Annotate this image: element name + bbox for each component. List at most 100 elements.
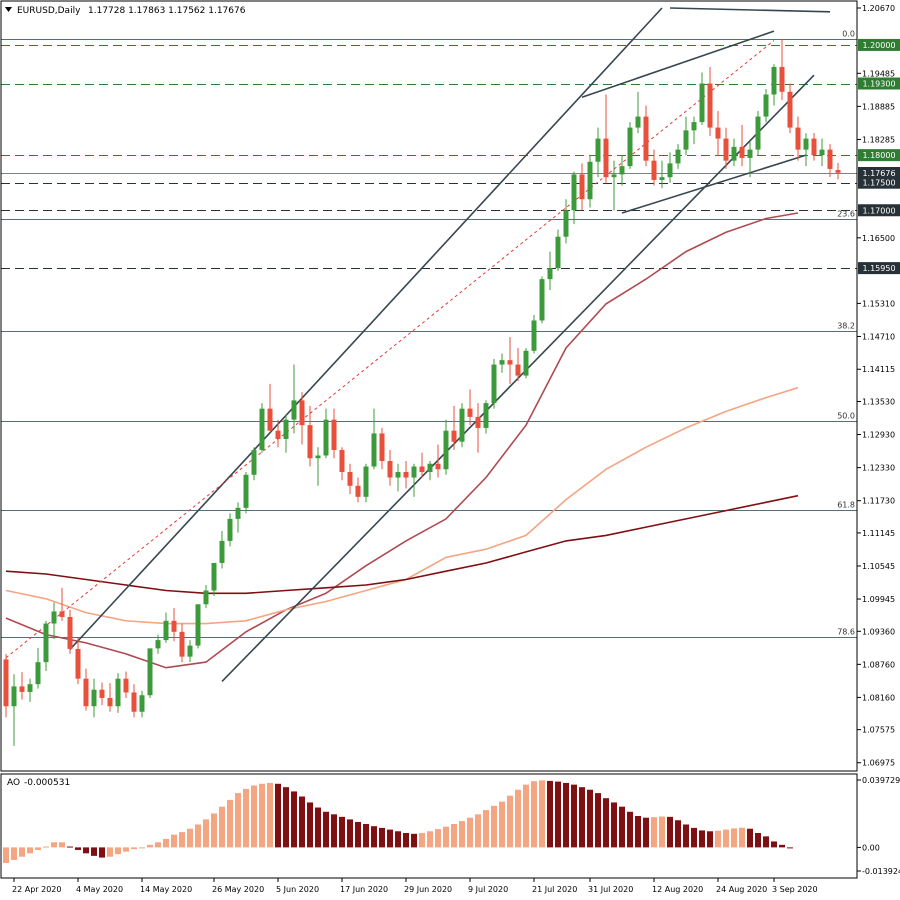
- candle: [11, 674, 17, 746]
- ao-bar: [603, 798, 609, 848]
- candle: [691, 116, 697, 145]
- candle-body: [283, 419, 289, 439]
- candle: [179, 623, 185, 663]
- trend-line[interactable]: [621, 154, 807, 214]
- ao-bar: [715, 830, 721, 848]
- candle: [531, 314, 537, 354]
- ao-bar: [555, 781, 561, 848]
- candle-body: [627, 127, 633, 167]
- candle: [491, 359, 497, 409]
- ao-bar: [579, 787, 585, 848]
- candle: [99, 682, 105, 706]
- ao-bar: [435, 829, 441, 848]
- candle: [243, 472, 249, 514]
- price-tick-label: 1.13530: [862, 397, 895, 406]
- candle: [563, 199, 569, 244]
- candle-body: [539, 279, 545, 321]
- date-label: 31 Jul 2020: [588, 885, 633, 894]
- candle: [267, 383, 273, 431]
- candle-body: [123, 678, 129, 693]
- candle-body: [531, 320, 537, 351]
- candle: [827, 144, 833, 178]
- ao-bar: [187, 828, 193, 848]
- candle-body: [715, 127, 721, 139]
- ao-bar: [75, 847, 81, 850]
- candle-body: [27, 684, 33, 692]
- price-tick-label: 1.11730: [862, 497, 895, 506]
- candle: [579, 163, 585, 211]
- ao-bar: [499, 801, 505, 848]
- price-level-label: 1.20000: [862, 41, 895, 50]
- candle: [323, 408, 329, 459]
- ao-bar: [651, 817, 657, 848]
- price-level-label: 1.17500: [862, 179, 895, 188]
- trend-line[interactable]: [669, 7, 831, 13]
- candle-body: [99, 689, 105, 698]
- candle-body: [187, 645, 193, 657]
- ao-bar: [67, 846, 73, 848]
- candle: [171, 608, 177, 642]
- menu-triangle-icon[interactable]: [5, 7, 12, 12]
- trendlines-layer: [5, 7, 831, 682]
- price-tick-label: 1.18285: [862, 135, 895, 144]
- fib-label: 0.0: [842, 30, 855, 39]
- candle-body: [683, 130, 689, 150]
- ao-bar: [691, 827, 697, 848]
- ao-bar: [771, 841, 777, 848]
- date-label: 24 Aug 2020: [716, 885, 767, 894]
- candle-body: [43, 623, 49, 663]
- candle: [251, 447, 257, 481]
- candle: [635, 91, 641, 134]
- candle-body: [147, 648, 153, 696]
- candle-body: [339, 449, 345, 473]
- candle-body: [523, 350, 529, 376]
- candle-body: [275, 430, 281, 439]
- candle-body: [451, 430, 457, 442]
- price-level-box: [858, 176, 900, 189]
- ao-bar: [539, 780, 545, 848]
- candle: [771, 64, 777, 106]
- candle: [59, 587, 65, 621]
- ao-bar: [739, 827, 745, 848]
- ao-label: AO: [7, 778, 20, 788]
- trend-line[interactable]: [581, 30, 775, 99]
- candles-layer: [3, 38, 841, 746]
- ao-bar: [587, 789, 593, 848]
- ao-bar: [219, 806, 225, 848]
- candle-body: [107, 697, 113, 707]
- candle-body: [299, 400, 305, 426]
- ao-bar: [267, 782, 273, 848]
- ao-bar: [259, 783, 265, 848]
- candle-body: [251, 449, 257, 475]
- candle: [803, 133, 809, 167]
- fib-base-line[interactable]: [5, 40, 775, 659]
- candle-body: [635, 116, 641, 128]
- candle: [779, 38, 785, 101]
- candle-body: [419, 466, 425, 473]
- price-level-box: [858, 149, 900, 162]
- candle-body: [51, 611, 57, 624]
- price-tick-label: 1.15310: [862, 299, 895, 308]
- ao-bar: [291, 791, 297, 848]
- candle: [499, 353, 505, 373]
- candle-body: [491, 364, 497, 404]
- ao-bar: [443, 826, 449, 848]
- ao-bar: [779, 844, 785, 848]
- candle: [475, 403, 481, 453]
- ao-bar: [131, 847, 137, 850]
- price-tick-label: 1.20670: [862, 4, 895, 13]
- moving-average-line: [5, 494, 799, 595]
- ao-bar: [787, 847, 793, 849]
- candle-body: [467, 408, 473, 417]
- price-tick-label: 1.18885: [862, 102, 895, 111]
- price-tick-label: 1.06975: [862, 759, 895, 768]
- candle: [163, 612, 169, 643]
- ao-bar: [683, 824, 689, 848]
- candle: [467, 389, 473, 426]
- candle-body: [19, 686, 25, 692]
- candle-body: [91, 689, 97, 707]
- ao-bar: [147, 844, 153, 848]
- trend-line[interactable]: [69, 7, 663, 651]
- candle: [291, 364, 297, 434]
